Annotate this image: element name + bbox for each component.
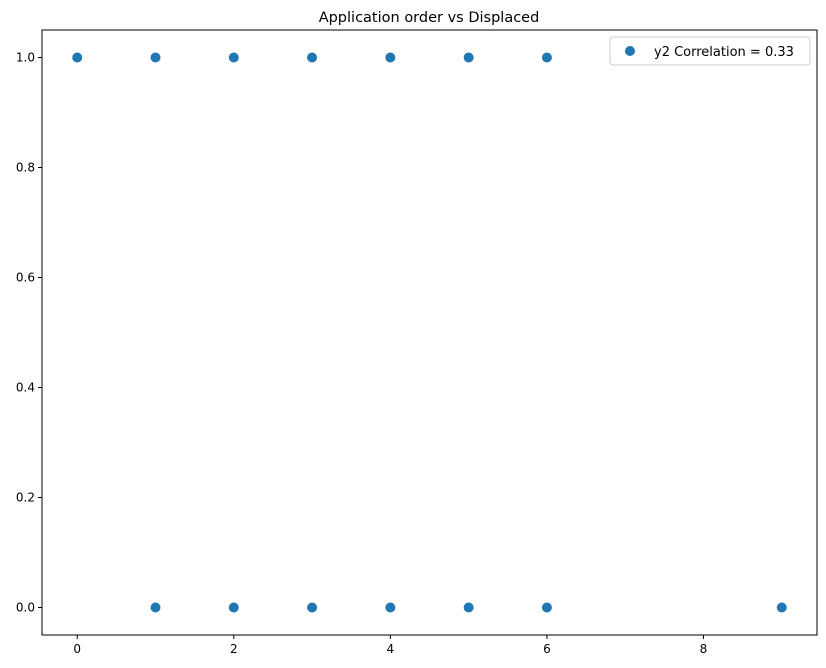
legend-marker xyxy=(625,46,635,56)
y-tick-label: 0.8 xyxy=(16,161,35,175)
data-points xyxy=(72,52,787,613)
data-point xyxy=(307,52,318,63)
legend-box xyxy=(609,36,811,66)
chart-title: Application order vs Displaced xyxy=(319,10,540,26)
data-point xyxy=(307,602,318,613)
y-tick-label: 0.2 xyxy=(16,491,35,505)
data-point xyxy=(541,602,552,613)
x-tick-label: 2 xyxy=(230,642,238,656)
y-tick-label: 0.6 xyxy=(16,271,35,285)
legend: y2 Correlation = 0.33 xyxy=(609,36,811,66)
data-point xyxy=(228,52,239,63)
data-point xyxy=(385,602,396,613)
plot-frame xyxy=(41,29,818,636)
data-point xyxy=(385,52,396,63)
data-point xyxy=(150,602,161,613)
data-point xyxy=(463,602,474,613)
y-tick-label: 0.4 xyxy=(16,381,35,395)
data-point xyxy=(72,52,83,63)
x-tick-label: 4 xyxy=(387,642,395,656)
data-point xyxy=(776,602,787,613)
legend-label: y2 Correlation = 0.33 xyxy=(654,45,794,60)
plot-area xyxy=(42,30,817,635)
x-tick-label: 6 xyxy=(543,642,551,656)
y-axis-ticks: 0.0 0.2 0.4 0.6 0.8 1.0 xyxy=(16,51,42,615)
x-tick-label: 0 xyxy=(73,642,81,656)
data-point xyxy=(150,52,161,63)
data-point xyxy=(463,52,474,63)
x-tick-label: 8 xyxy=(700,642,708,656)
x-axis-ticks: 0 2 4 6 8 xyxy=(73,635,707,656)
data-point xyxy=(541,52,552,63)
data-point xyxy=(228,602,239,613)
y-tick-label: 1.0 xyxy=(16,51,35,65)
y-tick-label: 0.0 xyxy=(16,601,35,615)
